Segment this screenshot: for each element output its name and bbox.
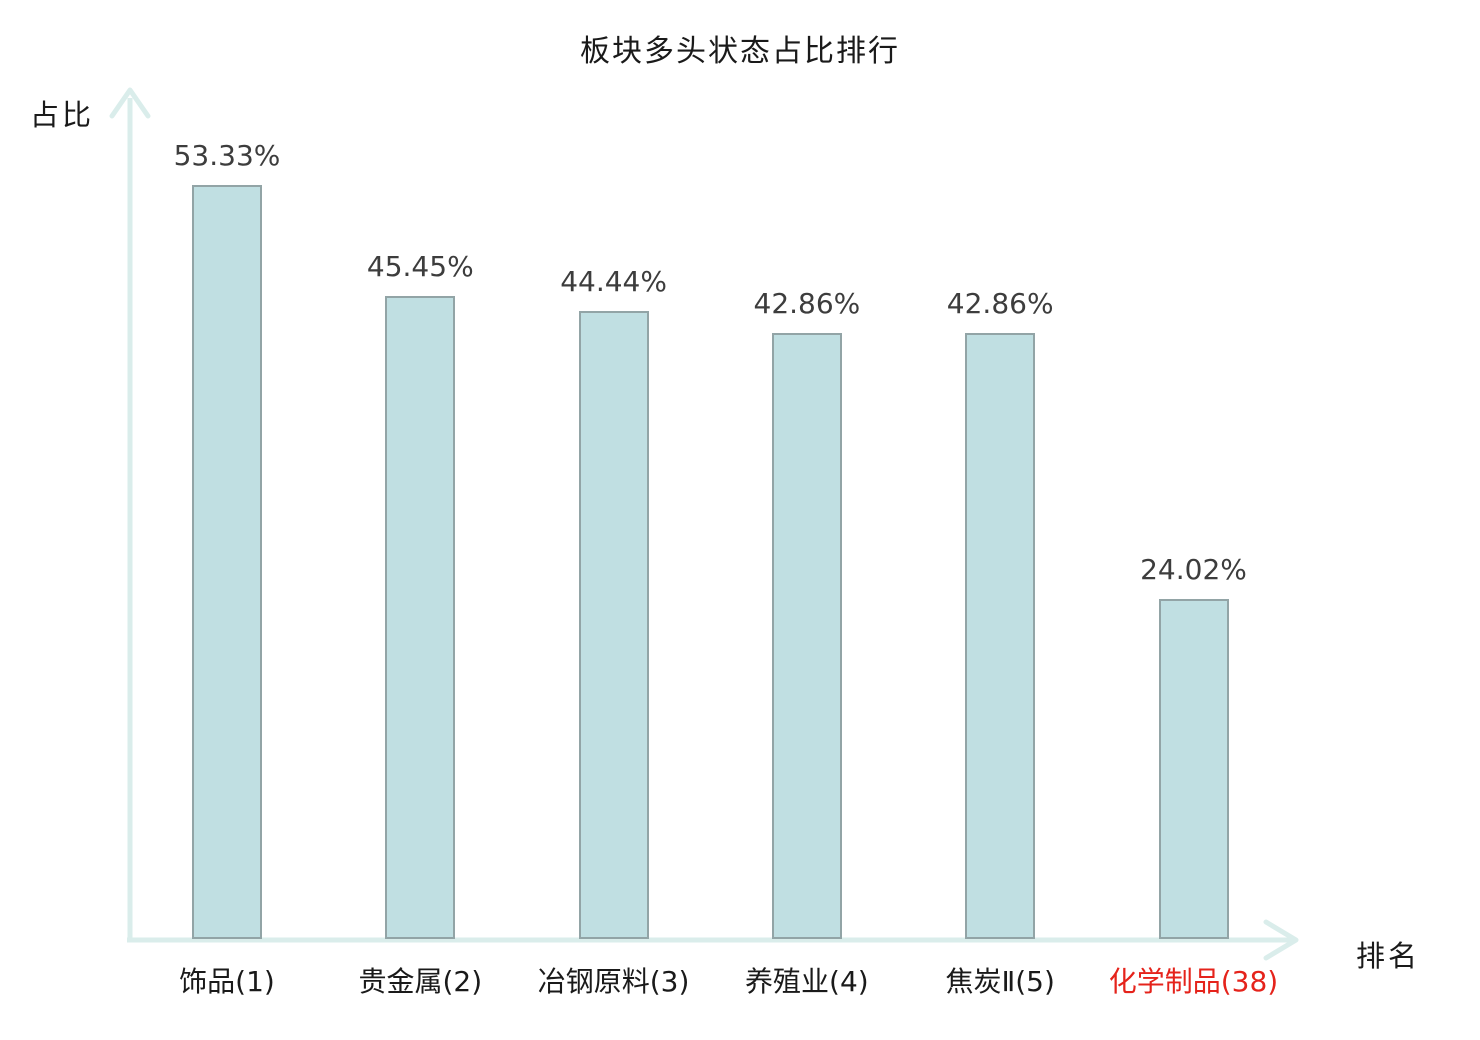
bar-value-label: 24.02% [1140, 553, 1247, 586]
bar [1158, 599, 1229, 939]
bar-value-label: 44.44% [560, 265, 667, 298]
bar [192, 185, 262, 939]
x-axis-label: 排名 [1356, 939, 1421, 973]
category-label: 饰品(1) [179, 965, 275, 998]
category-label: 贵金属(2) [358, 965, 483, 998]
category-label: 养殖业(4) [745, 965, 869, 998]
y-axis-label: 占比 [30, 98, 95, 132]
bar-value-label: 42.86% [946, 287, 1054, 320]
category-label: 化学制品(38) [1108, 965, 1279, 998]
bar [385, 296, 456, 939]
y-axis-arrow-icon [109, 87, 151, 119]
chart-title: 板块多头状态占比排行 [580, 34, 900, 69]
bar-value-label: 45.45% [366, 250, 474, 283]
category-label: 冶钢原料(3) [537, 965, 690, 998]
bar-value-label: 42.86% [753, 287, 861, 320]
x-axis-arrow-icon [1263, 919, 1299, 961]
bar [965, 333, 1036, 939]
category-label: 焦炭Ⅱ(5) [945, 965, 1055, 998]
bar [578, 311, 649, 939]
bar-value-label: 53.33% [173, 139, 281, 172]
bar [771, 333, 842, 939]
